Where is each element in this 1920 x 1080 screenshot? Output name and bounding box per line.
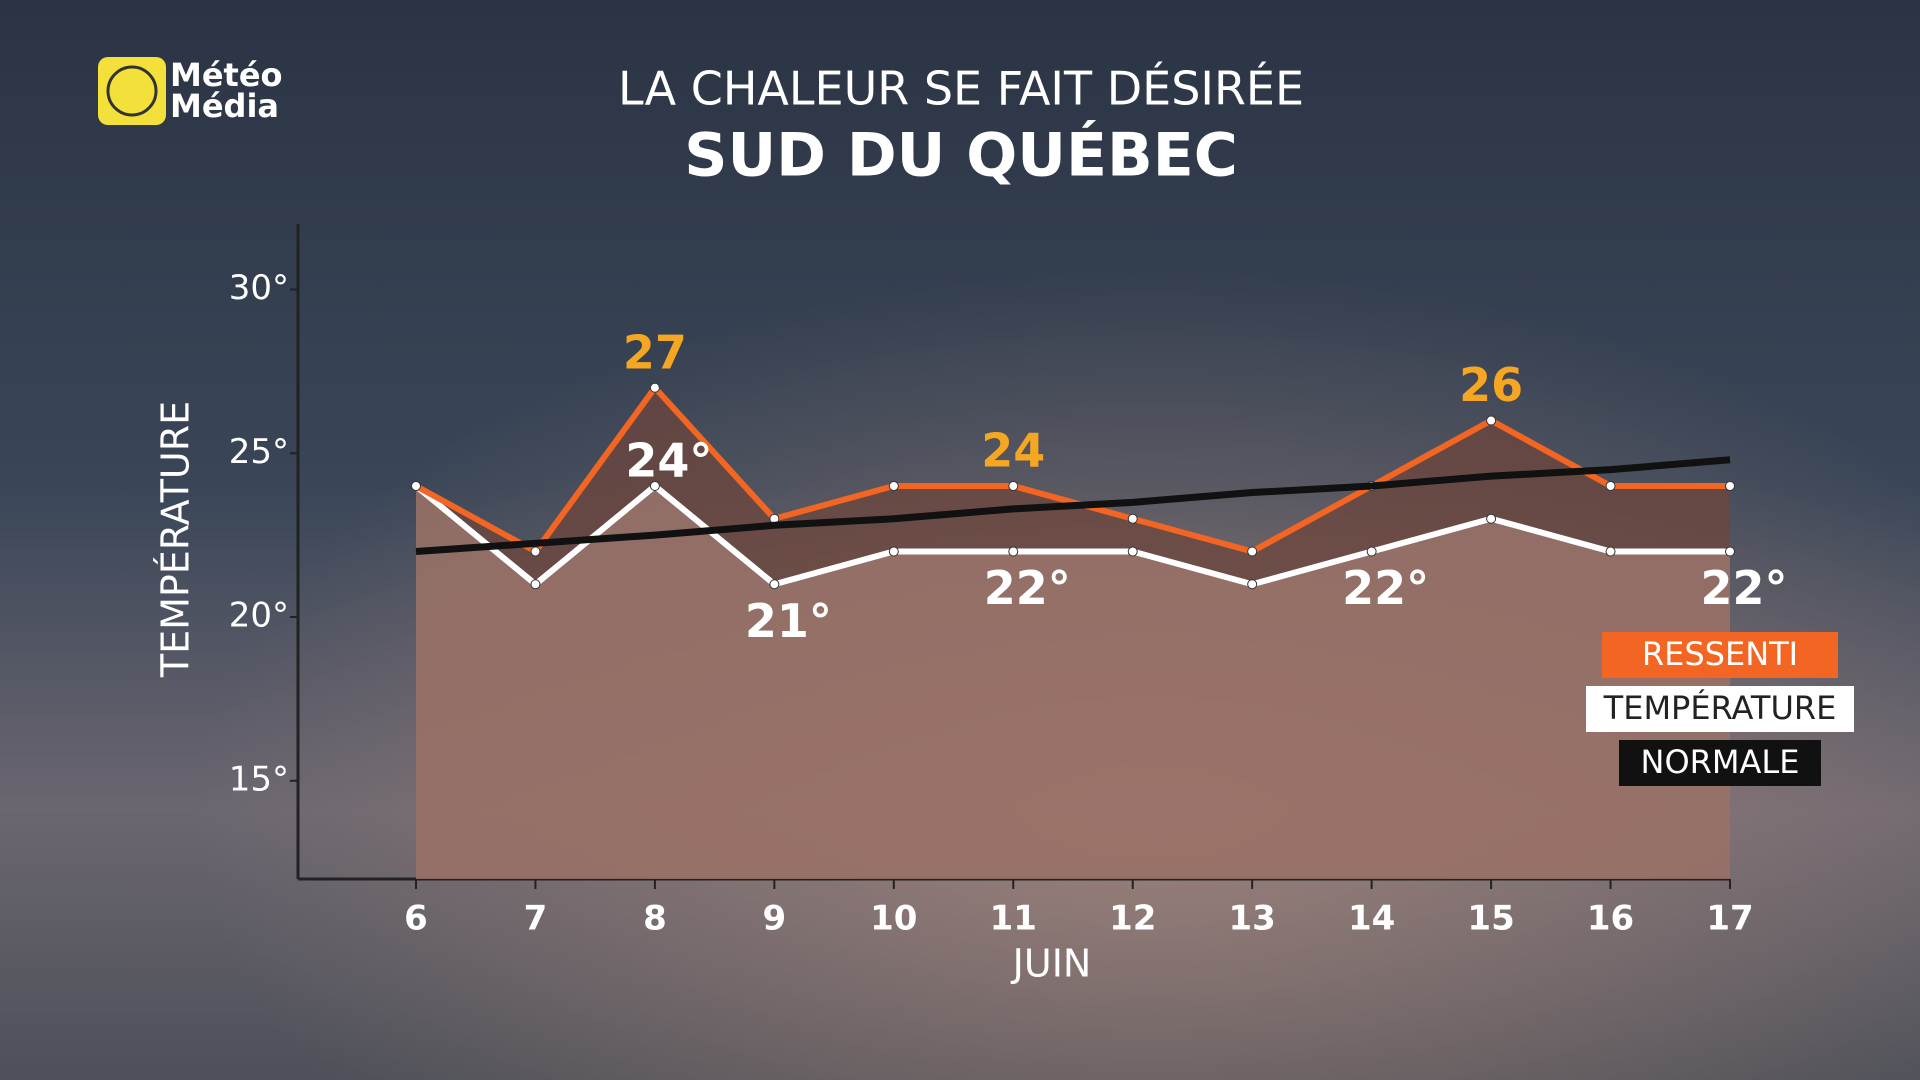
point bbox=[1725, 546, 1735, 557]
line bbox=[414, 483, 1730, 588]
point bbox=[769, 579, 780, 590]
point bbox=[649, 481, 660, 491]
x-tick-label: 8 bbox=[643, 899, 667, 939]
legend: RESSENTI TEMPÉRATURE NORMALE bbox=[1586, 632, 1854, 786]
point bbox=[888, 546, 899, 557]
point bbox=[1247, 546, 1258, 557]
point bbox=[1008, 481, 1019, 491]
point bbox=[649, 382, 660, 393]
data-label: 26 bbox=[1459, 358, 1523, 412]
logo: Météo Média bbox=[98, 56, 283, 125]
point bbox=[1127, 513, 1138, 524]
point bbox=[1605, 546, 1616, 557]
point bbox=[1127, 546, 1138, 557]
point bbox=[1605, 481, 1616, 491]
logo-text: Média bbox=[170, 87, 279, 125]
legend-swatch bbox=[1602, 632, 1838, 678]
y-tick-label: 20° bbox=[229, 596, 289, 636]
point bbox=[888, 481, 899, 491]
x-tick-label: 9 bbox=[763, 899, 787, 939]
line bbox=[415, 456, 1731, 555]
x-tick-label: 13 bbox=[1229, 899, 1276, 939]
y-tick-label: 30° bbox=[229, 268, 289, 308]
point bbox=[1247, 579, 1258, 590]
y-axis-label: TEMPÉRATURE bbox=[154, 401, 198, 678]
point bbox=[1486, 415, 1497, 426]
legend-swatch bbox=[1586, 686, 1854, 732]
x-tick-label: 6 bbox=[404, 899, 428, 939]
data-label: 22° bbox=[984, 561, 1071, 615]
point bbox=[1008, 546, 1019, 557]
legend-label: NORMALE bbox=[1641, 743, 1800, 781]
chart-title: LA CHALEUR SE FAIT DÉSIRÉE bbox=[618, 62, 1304, 116]
x-tick-label: 15 bbox=[1467, 899, 1514, 939]
point bbox=[411, 481, 421, 491]
data-label: 24° bbox=[625, 434, 712, 488]
logo-text: Météo bbox=[170, 56, 283, 94]
data-label: 22° bbox=[1700, 561, 1787, 615]
legend-label: RESSENTI bbox=[1642, 635, 1798, 673]
point bbox=[530, 579, 541, 590]
x-axis-label: JUIN bbox=[1011, 942, 1092, 986]
x-tick-label: 14 bbox=[1348, 899, 1395, 939]
legend-label: TEMPÉRATURE bbox=[1603, 689, 1837, 727]
y-tick-label: 15° bbox=[229, 759, 289, 799]
x-tick-label: 7 bbox=[524, 899, 548, 939]
point bbox=[1725, 481, 1735, 491]
chart-subtitle: SUD DU QUÉBEC bbox=[684, 119, 1238, 191]
logo-globe bbox=[106, 65, 158, 117]
area bbox=[416, 486, 1730, 879]
x-tick-label: 16 bbox=[1587, 899, 1634, 939]
x-tick-label: 12 bbox=[1109, 899, 1156, 939]
data-label: 21° bbox=[745, 594, 832, 648]
data-label: 27 bbox=[623, 325, 687, 379]
point bbox=[1366, 546, 1377, 557]
data-label: 24 bbox=[981, 424, 1045, 478]
y-tick-label: 25° bbox=[229, 432, 289, 472]
x-tick-label: 10 bbox=[870, 899, 917, 939]
point bbox=[530, 546, 541, 557]
data-label: 22° bbox=[1342, 561, 1429, 615]
legend-swatch bbox=[1619, 740, 1821, 786]
point bbox=[1486, 513, 1497, 524]
x-tick-label: 17 bbox=[1706, 899, 1753, 939]
x-tick-label: 11 bbox=[990, 899, 1037, 939]
